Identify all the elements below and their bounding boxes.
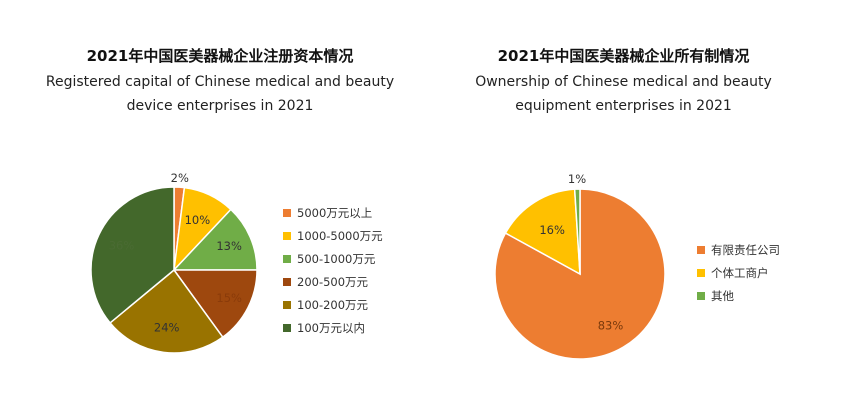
legend-item: 1000-5000万元 (283, 224, 383, 247)
chart-title-en-line1: Ownership of Chinese medical and beauty (475, 74, 772, 90)
slice-data-label: 10% (185, 213, 211, 227)
chart-title-en-line2: equipment enterprises in 2021 (515, 98, 732, 114)
legend-label: 200-500万元 (297, 274, 369, 289)
pie-slice (108, 268, 224, 354)
legend-item: 100-200万元 (283, 293, 383, 316)
legend-label: 500-1000万元 (297, 251, 376, 266)
chart-title-en-line2: device enterprises in 2021 (126, 98, 314, 114)
legend-item: 100万元以内 (283, 316, 383, 339)
legend-swatch (283, 208, 291, 217)
legend-swatch (697, 268, 705, 277)
chart-title-en-line1: Registered capital of Chinese medical an… (45, 74, 395, 90)
legend-label: 有限责任公司 (711, 242, 780, 257)
legend-swatch (697, 245, 705, 254)
slice-data-label: 83% (598, 319, 624, 333)
slice-data-label: 15% (216, 291, 242, 305)
legend-item: 5000万元以上 (283, 201, 383, 224)
chart-title-en: Ownership of Chinese medical and beauty … (410, 70, 837, 118)
pie-slice (90, 186, 175, 324)
registered-capital-pie: 2% 10% 13% 15% 24% 36% (90, 171, 258, 354)
legend-label: 5000万元以上 (297, 205, 373, 220)
ownership-panel: 2021年中国医美器械企业所有制情况 Ownership of Chinese … (430, 0, 857, 409)
legend-swatch (697, 291, 705, 300)
slice-data-label: 16% (539, 223, 565, 237)
chart-title-en: Registered capital of Chinese medical an… (0, 70, 440, 118)
slice-data-label: 13% (216, 239, 242, 253)
chart-title-cn: 2021年中国医美器械企业所有制情况 (497, 47, 750, 65)
legend-item: 500-1000万元 (283, 247, 383, 270)
legend-swatch (283, 323, 291, 332)
legend-item: 有限责任公司 (697, 238, 780, 261)
pie-slice (504, 188, 581, 276)
legend-item: 其他 (697, 284, 780, 307)
ownership-legend: 有限责任公司 个体工商户其他 (697, 238, 780, 307)
legend-item: 个体工商户 (697, 261, 780, 284)
legend-label: 100万元以内 (297, 320, 365, 335)
legend-swatch (283, 231, 291, 240)
slice-data-label: 24% (154, 321, 180, 335)
legend-label: 其他 (711, 288, 734, 303)
legend-label: 100-200万元 (297, 297, 369, 312)
slice-data-label: 2% (171, 171, 189, 185)
legend-swatch (283, 254, 291, 263)
legend-swatch (283, 300, 291, 309)
legend-label: 个体工商户 (711, 265, 769, 280)
pie-slice (172, 269, 258, 339)
registered-capital-panel: 2021年中国医美器械企业注册资本情况 Registered capital o… (46, 47, 394, 354)
legend-item: 200-500万元 (283, 270, 383, 293)
legend-swatch (283, 277, 291, 286)
pie-slice (573, 188, 581, 275)
slice-data-label: 36% (109, 238, 135, 252)
chart-title-cn: 2021年中国医美器械企业注册资本情况 (86, 47, 354, 65)
legend-label: 1000-5000万元 (297, 228, 383, 243)
registered-capital-legend: 5000万元以上 1000-5000万元 500-1000万元 200-500万元 10… (283, 201, 383, 339)
pie-slice (172, 208, 258, 271)
ownership-pie: 83% 16% 1% (494, 172, 666, 360)
slice-data-label: 1% (568, 172, 586, 186)
